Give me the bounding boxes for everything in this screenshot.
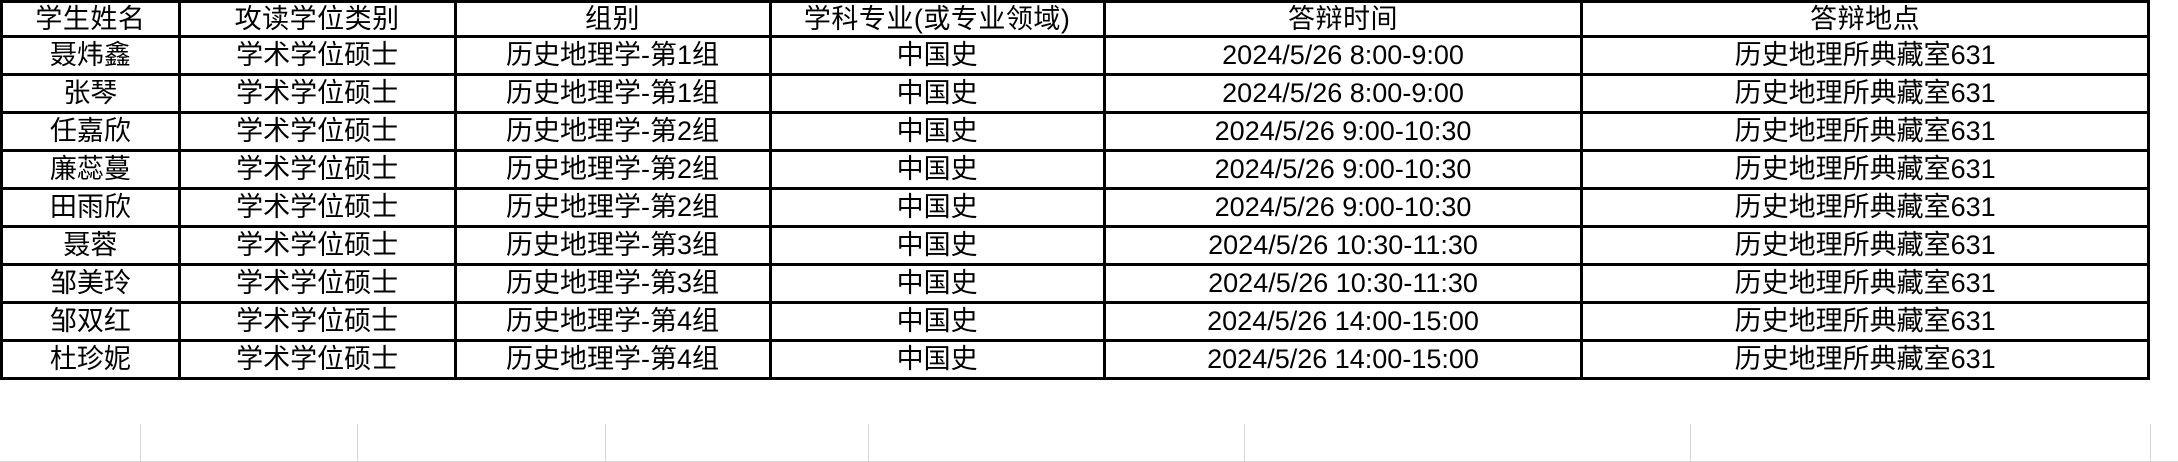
gridline-vertical	[1244, 424, 1245, 462]
column-header-degree: 攻读学位类别	[177, 0, 457, 38]
cell-defense-time: 2024/5/26 9:00-10:30	[1102, 149, 1584, 190]
cell-group: 历史地理学-第2组	[453, 149, 772, 190]
table-row: 任嘉欣 学术学位硕士 历史地理学-第2组 中国史 2024/5/26 9:00-…	[0, 111, 2150, 152]
defense-schedule-table: 学生姓名 攻读学位类别 组别 学科专业(或专业领域) 答辩时间 答辩地点 聂炜鑫…	[0, 0, 2150, 380]
cell-major: 中国史	[768, 339, 1106, 380]
cell-degree-type: 学术学位硕士	[177, 339, 457, 380]
cell-group: 历史地理学-第1组	[453, 35, 772, 76]
cell-major: 中国史	[768, 111, 1106, 152]
cell-defense-place: 历史地理所典藏室631	[1580, 263, 2150, 304]
table-row: 杜珍妮 学术学位硕士 历史地理学-第4组 中国史 2024/5/26 14:00…	[0, 339, 2150, 380]
cell-degree-type: 学术学位硕士	[177, 149, 457, 190]
table-row: 廉蕊蔓 学术学位硕士 历史地理学-第2组 中国史 2024/5/26 9:00-…	[0, 149, 2150, 190]
cell-student-name: 邹双红	[0, 301, 181, 342]
table-row: 聂炜鑫 学术学位硕士 历史地理学-第1组 中国史 2024/5/26 8:00-…	[0, 35, 2150, 76]
table-body: 聂炜鑫 学术学位硕士 历史地理学-第1组 中国史 2024/5/26 8:00-…	[0, 35, 2150, 380]
cell-major: 中国史	[768, 149, 1106, 190]
cell-degree-type: 学术学位硕士	[177, 187, 457, 228]
cell-group: 历史地理学-第1组	[453, 73, 772, 114]
cell-degree-type: 学术学位硕士	[177, 301, 457, 342]
cell-defense-time: 2024/5/26 10:30-11:30	[1102, 263, 1584, 304]
cell-defense-place: 历史地理所典藏室631	[1580, 187, 2150, 228]
cell-degree-type: 学术学位硕士	[177, 73, 457, 114]
cell-major: 中国史	[768, 187, 1106, 228]
cell-student-name: 张琴	[0, 73, 181, 114]
cell-group: 历史地理学-第2组	[453, 187, 772, 228]
cell-defense-time: 2024/5/26 14:00-15:00	[1102, 301, 1584, 342]
cell-defense-time: 2024/5/26 14:00-15:00	[1102, 339, 1584, 380]
cell-defense-place: 历史地理所典藏室631	[1580, 35, 2150, 76]
cell-major: 中国史	[768, 35, 1106, 76]
column-header-place: 答辩地点	[1580, 0, 2150, 38]
cell-student-name: 任嘉欣	[0, 111, 181, 152]
gridline-vertical	[140, 424, 141, 462]
cell-student-name: 邹美玲	[0, 263, 181, 304]
gridline-vertical	[868, 424, 869, 462]
gridline-vertical	[1690, 424, 1691, 462]
cell-degree-type: 学术学位硕士	[177, 263, 457, 304]
gridline-vertical	[2150, 424, 2151, 462]
table-row: 邹双红 学术学位硕士 历史地理学-第4组 中国史 2024/5/26 14:00…	[0, 301, 2150, 342]
cell-group: 历史地理学-第4组	[453, 339, 772, 380]
cell-defense-time: 2024/5/26 9:00-10:30	[1102, 111, 1584, 152]
cell-student-name: 聂蓉	[0, 225, 181, 266]
column-header-major: 学科专业(或专业领域)	[768, 0, 1106, 38]
cell-group: 历史地理学-第2组	[453, 111, 772, 152]
gridline-vertical	[357, 424, 358, 462]
cell-student-name: 杜珍妮	[0, 339, 181, 380]
table-header: 学生姓名 攻读学位类别 组别 学科专业(或专业领域) 答辩时间 答辩地点	[0, 0, 2150, 38]
table-row: 聂蓉 学术学位硕士 历史地理学-第3组 中国史 2024/5/26 10:30-…	[0, 225, 2150, 266]
cell-major: 中国史	[768, 263, 1106, 304]
cell-major: 中国史	[768, 225, 1106, 266]
header-row: 学生姓名 攻读学位类别 组别 学科专业(或专业领域) 答辩时间 答辩地点	[0, 0, 2150, 38]
cell-group: 历史地理学-第4组	[453, 301, 772, 342]
column-header-group: 组别	[453, 0, 772, 38]
cell-defense-place: 历史地理所典藏室631	[1580, 339, 2150, 380]
cell-degree-type: 学术学位硕士	[177, 111, 457, 152]
cell-defense-time: 2024/5/26 9:00-10:30	[1102, 187, 1584, 228]
cell-defense-place: 历史地理所典藏室631	[1580, 149, 2150, 190]
cell-group: 历史地理学-第3组	[453, 263, 772, 304]
table-row: 田雨欣 学术学位硕士 历史地理学-第2组 中国史 2024/5/26 9:00-…	[0, 187, 2150, 228]
cell-degree-type: 学术学位硕士	[177, 225, 457, 266]
empty-grid-row	[0, 424, 2178, 462]
gridline-vertical	[605, 424, 606, 462]
cell-student-name: 田雨欣	[0, 187, 181, 228]
cell-defense-place: 历史地理所典藏室631	[1580, 301, 2150, 342]
cell-major: 中国史	[768, 73, 1106, 114]
cell-defense-time: 2024/5/26 8:00-9:00	[1102, 73, 1584, 114]
column-header-time: 答辩时间	[1102, 0, 1584, 38]
cell-student-name: 廉蕊蔓	[0, 149, 181, 190]
cell-defense-time: 2024/5/26 10:30-11:30	[1102, 225, 1584, 266]
cell-defense-place: 历史地理所典藏室631	[1580, 111, 2150, 152]
cell-defense-place: 历史地理所典藏室631	[1580, 73, 2150, 114]
cell-defense-place: 历史地理所典藏室631	[1580, 225, 2150, 266]
cell-defense-time: 2024/5/26 8:00-9:00	[1102, 35, 1584, 76]
cell-degree-type: 学术学位硕士	[177, 35, 457, 76]
column-header-name: 学生姓名	[0, 0, 181, 38]
cell-major: 中国史	[768, 301, 1106, 342]
table-row: 张琴 学术学位硕士 历史地理学-第1组 中国史 2024/5/26 8:00-9…	[0, 73, 2150, 114]
table-row: 邹美玲 学术学位硕士 历史地理学-第3组 中国史 2024/5/26 10:30…	[0, 263, 2150, 304]
cell-student-name: 聂炜鑫	[0, 35, 181, 76]
cell-group: 历史地理学-第3组	[453, 225, 772, 266]
